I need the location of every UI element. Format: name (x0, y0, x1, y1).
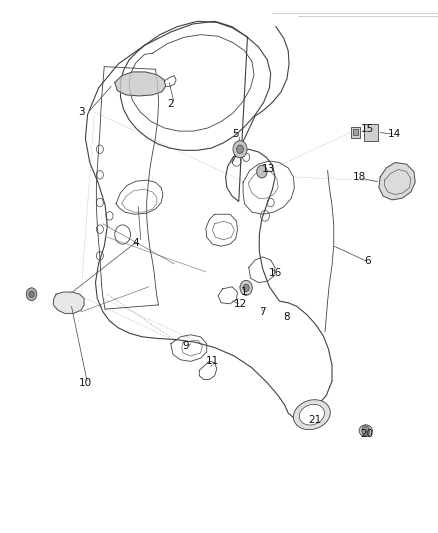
Text: 11: 11 (206, 357, 219, 366)
Text: 20: 20 (360, 430, 374, 439)
Ellipse shape (299, 405, 325, 425)
Polygon shape (364, 124, 378, 141)
Circle shape (362, 426, 370, 435)
Text: 4: 4 (132, 238, 139, 247)
Text: 13: 13 (261, 164, 275, 174)
Circle shape (237, 145, 244, 154)
Text: 2: 2 (167, 99, 174, 109)
Text: 15: 15 (361, 124, 374, 134)
Text: 3: 3 (78, 107, 85, 117)
Text: 10: 10 (79, 378, 92, 387)
Text: 18: 18 (353, 172, 366, 182)
Polygon shape (353, 129, 358, 135)
Text: 6: 6 (364, 256, 371, 266)
Ellipse shape (293, 400, 330, 430)
Text: 12: 12 (233, 299, 247, 309)
Polygon shape (351, 127, 360, 138)
Text: 14: 14 (388, 130, 401, 139)
Polygon shape (379, 163, 415, 200)
Circle shape (240, 280, 252, 295)
Text: 9: 9 (183, 342, 190, 351)
Text: 16: 16 (268, 268, 282, 278)
Circle shape (243, 284, 249, 292)
Text: 7: 7 (259, 307, 266, 317)
Circle shape (257, 165, 267, 178)
Circle shape (29, 291, 34, 297)
Text: 8: 8 (283, 312, 290, 322)
Text: 21: 21 (309, 415, 322, 425)
Circle shape (233, 141, 247, 158)
Text: 1: 1 (241, 287, 248, 297)
Polygon shape (53, 292, 84, 313)
Text: 5: 5 (232, 130, 239, 139)
Circle shape (26, 288, 37, 301)
Polygon shape (115, 72, 166, 96)
Ellipse shape (359, 425, 372, 437)
